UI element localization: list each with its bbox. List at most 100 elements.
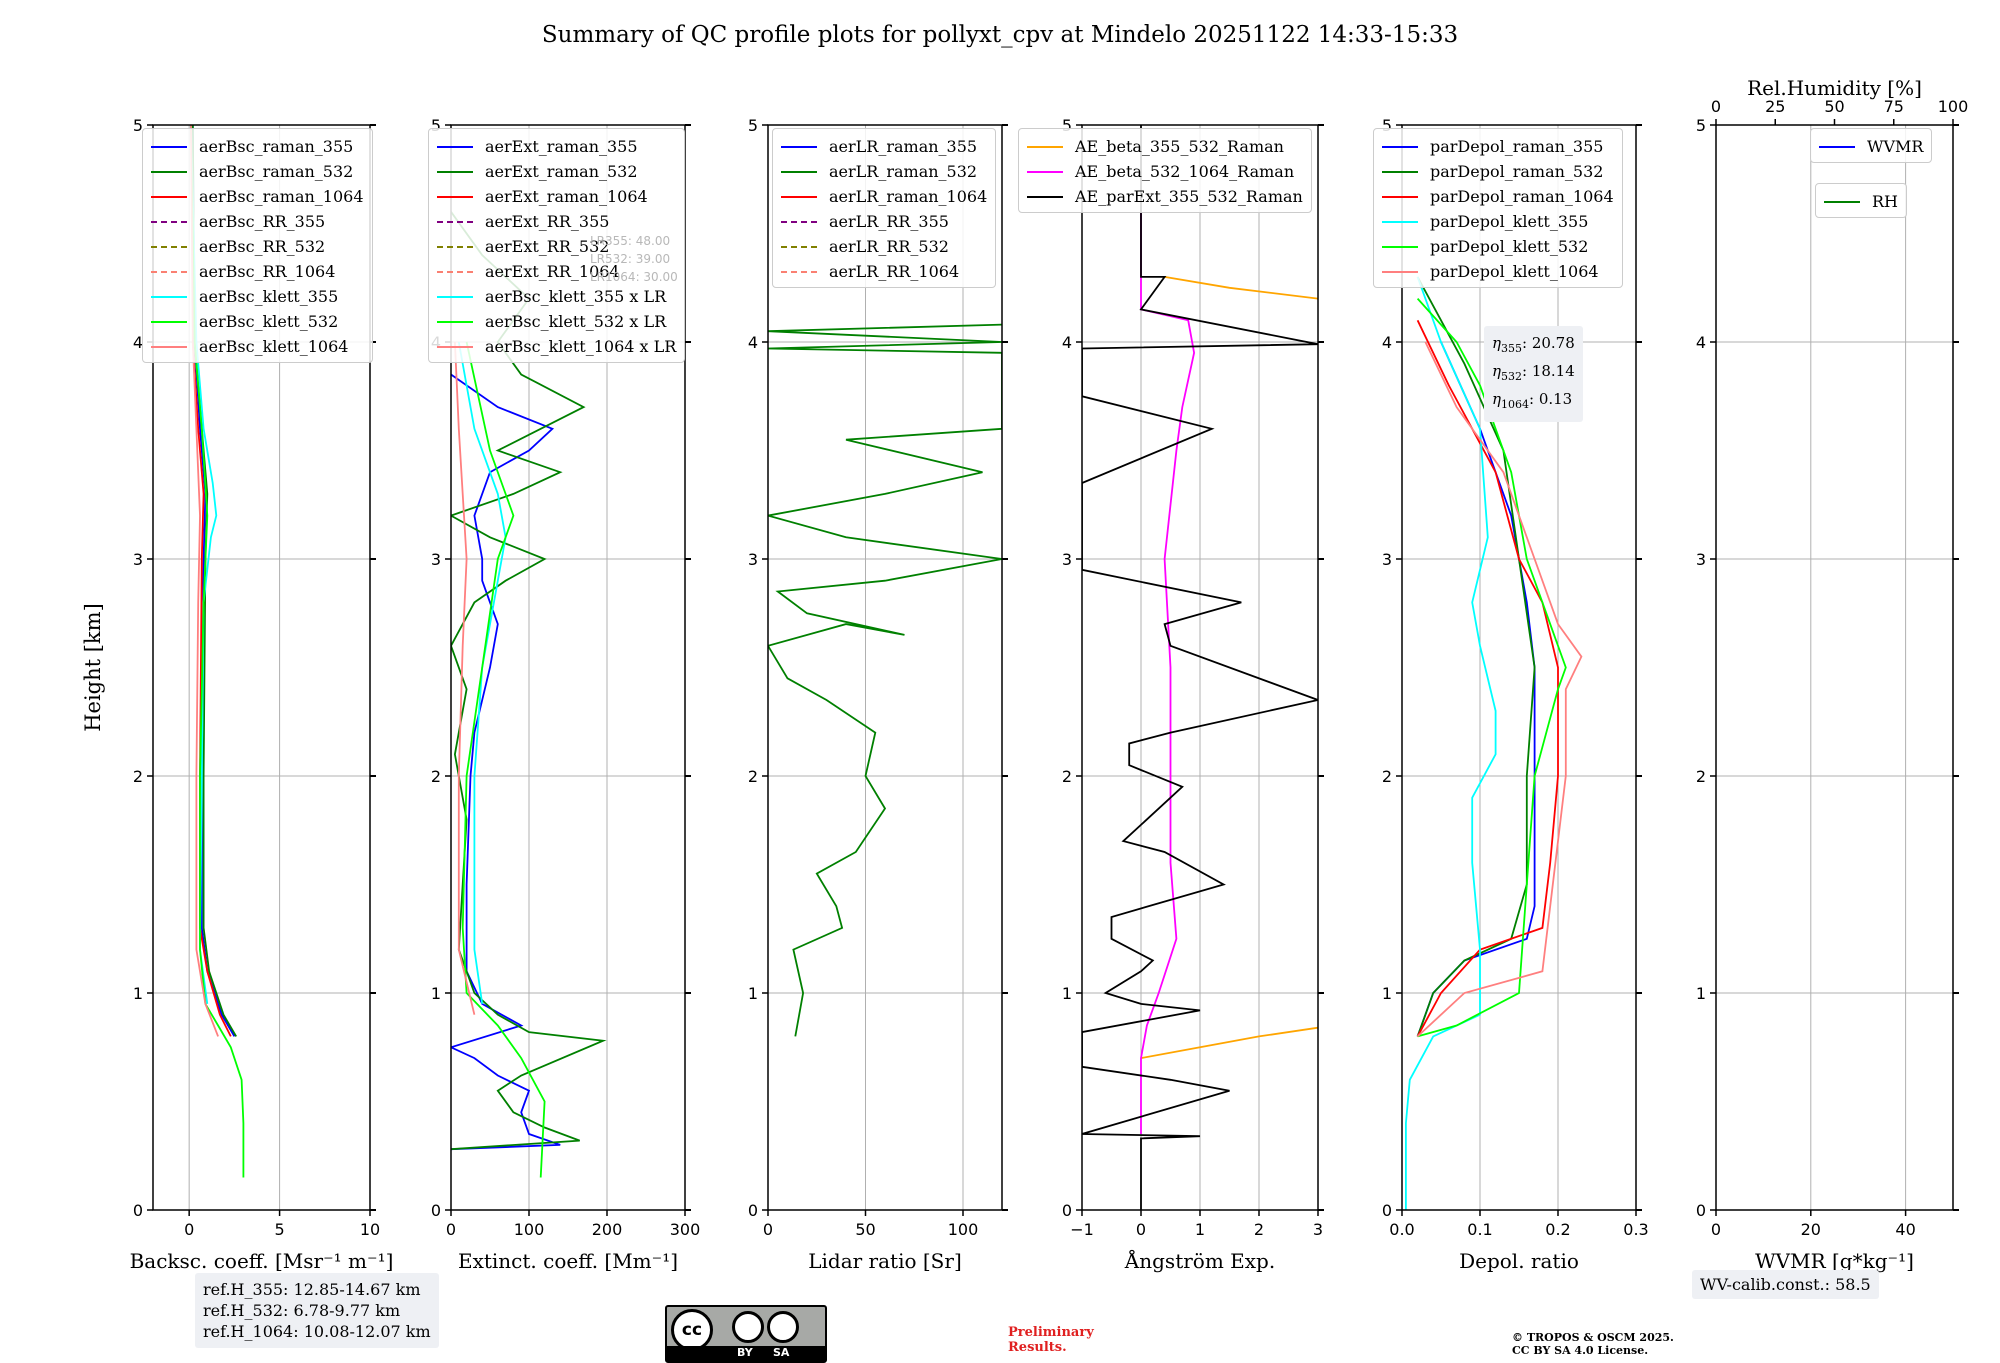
legend-swatch <box>151 320 187 323</box>
legend-swatch <box>151 345 187 348</box>
tick-label-x: −1 <box>1070 1220 1094 1239</box>
legend-swatch <box>781 170 817 173</box>
legend-label: aerExt_RR_532 <box>485 237 610 256</box>
tick-label-top: 50 <box>1824 97 1844 116</box>
tick-label-top: 75 <box>1884 97 1904 116</box>
tick-label-y: 4 <box>1382 333 1392 352</box>
tick-label-y: 0 <box>133 1201 143 1220</box>
legend-swatch <box>151 195 187 198</box>
tick-label-y: 1 <box>1062 984 1072 1003</box>
legend-entry: aerBsc_klett_1064 <box>151 334 364 359</box>
eta-1064: η1064: 0.13 <box>1492 390 1573 411</box>
axes-frame <box>1401 124 1637 1211</box>
tick-label-x: 100 <box>948 1220 979 1239</box>
series-aerLR_raman_532 <box>768 323 1002 1037</box>
tick-label-x: 0 <box>446 1220 456 1239</box>
lr-355: LR355: 48.00 <box>590 234 671 248</box>
axes-frame <box>767 124 1003 1211</box>
legend-label: aerLR_raman_1064 <box>829 187 988 206</box>
tick-label-y: 3 <box>431 550 441 569</box>
legend-label: parDepol_klett_355 <box>1430 212 1589 231</box>
legend-swatch <box>151 170 187 173</box>
legend-entry: aerBsc_raman_355 <box>151 134 364 159</box>
legend-entry: parDepol_klett_355 <box>1382 209 1614 234</box>
tick-label-x: 40 <box>1895 1220 1915 1239</box>
legend-entry: aerExt_RR_1064 <box>437 259 676 284</box>
legend-entry: aerExt_RR_532 <box>437 234 676 259</box>
axis-label-y: Height [km] <box>81 603 105 732</box>
legend-label: aerExt_raman_532 <box>485 162 638 181</box>
legend-swatch <box>781 270 817 273</box>
tick-label-y: 0 <box>1062 1201 1072 1220</box>
tick-label-y: 2 <box>431 767 441 786</box>
series-aerBsc_klett_1064 <box>190 125 219 1037</box>
wv-calib-box: WV-calib.const.: 58.5 <box>1692 1270 1879 1299</box>
legend-label: RH <box>1872 192 1898 211</box>
legend-swatch <box>1382 170 1418 173</box>
tick-label-x: 10 <box>360 1220 380 1239</box>
legend-entry: aerBsc_RR_1064 <box>151 259 364 284</box>
legend-entry: aerExt_raman_532 <box>437 159 676 184</box>
series-parDepol_klett_532 <box>1416 297 1567 1038</box>
tick-label-y: 5 <box>1062 116 1072 135</box>
axis-label-x: Backsc. coeff. [Msr⁻¹ m⁻¹] <box>130 1249 394 1273</box>
legend-label: aerBsc_raman_532 <box>199 162 354 181</box>
legend-label: aerBsc_RR_1064 <box>199 262 336 281</box>
tick-label-x: 1 <box>1195 1220 1205 1239</box>
legend-label: aerBsc_klett_1064 <box>199 337 349 356</box>
legend-lidar-ratio: aerLR_raman_355 aerLR_raman_532 aerLR_rama… <box>772 128 997 288</box>
legend-swatch <box>1819 145 1855 148</box>
tick-label-y: 1 <box>1382 984 1392 1003</box>
tick-label-x: 0.0 <box>1389 1220 1414 1239</box>
tick-label-x: 0.1 <box>1467 1220 1492 1239</box>
tick-label-y: 5 <box>133 116 143 135</box>
legend-entry: aerBsc_klett_355 <box>151 284 364 309</box>
tick-label-y: 0 <box>431 1201 441 1220</box>
legend-label: aerBsc_raman_355 <box>199 137 354 156</box>
tick-label-x: 20 <box>1801 1220 1821 1239</box>
lr-1064: LR1064: 30.00 <box>590 270 678 284</box>
legend-label: aerBsc_klett_355 x LR <box>485 287 667 306</box>
legend-label: aerExt_raman_1064 <box>485 187 648 206</box>
series-AE_beta_355_532_Raman <box>1140 1026 1318 1059</box>
tick-label-y: 3 <box>133 550 143 569</box>
axis-label-x: Ångström Exp. <box>1124 1248 1275 1273</box>
legend-swatch <box>437 170 473 173</box>
legend-label: aerLR_RR_355 <box>829 212 949 231</box>
legend-label: aerLR_RR_532 <box>829 237 949 256</box>
legend-swatch <box>1027 145 1063 148</box>
legend-entry: aerBsc_klett_1064 x LR <box>437 334 676 359</box>
legend-entry: aerExt_raman_1064 <box>437 184 676 209</box>
series-AE_beta_355_532_Raman_upper <box>1164 276 1318 300</box>
lr-annotation: LR355: 48.00 LR532: 39.00 LR1064: 30.00 <box>590 232 678 286</box>
tick-label-y: 5 <box>1382 116 1392 135</box>
series-parDepol_klett_1064 <box>1416 341 1583 1038</box>
legend-swatch <box>437 345 473 348</box>
series-AE_beta_532_1064_Raman <box>1140 211 1196 1134</box>
legend-angstrom: AE_beta_355_532_Raman AE_beta_532_1064_Ra… <box>1018 128 1312 213</box>
legend-swatch <box>151 270 187 273</box>
tick-label-y: 1 <box>431 984 441 1003</box>
copyright-line-1: © TROPOS & OSCM 2025. <box>1512 1331 1674 1344</box>
legend-label: AE_beta_532_1064_Raman <box>1075 162 1295 181</box>
legend-entry: aerBsc_klett_532 x LR <box>437 309 676 334</box>
legend-entry: WVMR <box>1819 134 1923 159</box>
legend-label: aerBsc_klett_355 <box>199 287 339 306</box>
axis-label-x: Lidar ratio [Sr] <box>808 1249 962 1273</box>
legend-swatch <box>781 145 817 148</box>
legend-entry: parDepol_raman_1064 <box>1382 184 1614 209</box>
legend-swatch <box>1027 195 1063 198</box>
legend-label: parDepol_raman_355 <box>1430 137 1604 156</box>
legend-label: aerLR_RR_1064 <box>829 262 960 281</box>
legend-swatch <box>781 220 817 223</box>
tick-label-x: 50 <box>855 1220 875 1239</box>
axes-frame <box>152 124 371 1211</box>
tick-label-top: 0 <box>1711 97 1721 116</box>
tick-label-x: 3 <box>1313 1220 1323 1239</box>
tick-label-y: 3 <box>1062 550 1072 569</box>
legend-swatch <box>437 145 473 148</box>
legend-label: aerExt_RR_1064 <box>485 262 620 281</box>
tick-label-x: 300 <box>670 1220 701 1239</box>
legend-swatch <box>437 295 473 298</box>
legend-swatch <box>1382 270 1418 273</box>
